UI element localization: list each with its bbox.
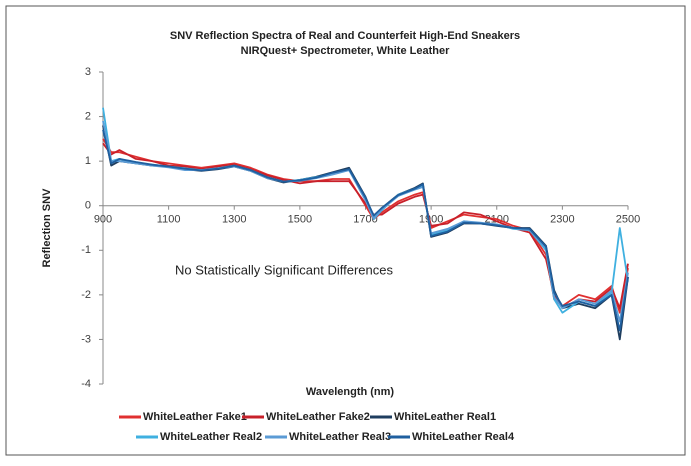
series-line	[102, 129, 629, 332]
x-tick-label: 2300	[550, 214, 574, 226]
x-tick-label: 2500	[616, 214, 640, 226]
chart-subtitle: NIRQuest+ Spectrometer, White Leather	[241, 45, 450, 57]
frame	[5, 5, 686, 456]
x-tick-label: 1500	[288, 214, 312, 226]
y-axis-title: Reflection SNV	[41, 188, 53, 268]
x-tick-label: 900	[94, 214, 112, 226]
chart-title: SNV Reflection Spectra of Real and Count…	[170, 30, 520, 42]
y-tick-label: -4	[81, 378, 91, 390]
x-tick-label: 1900	[419, 214, 443, 226]
annotation: No Statistically Significant Differences	[175, 262, 393, 277]
y-tick-label: -2	[81, 289, 91, 301]
x-axis-title: Wavelength (nm)	[306, 386, 395, 398]
y-tick-label: 3	[85, 66, 91, 78]
y-tick-label: -1	[81, 244, 91, 256]
legend-label: WhiteLeather Fake2	[266, 411, 370, 423]
y-tick-label: 1	[85, 155, 91, 167]
x-tick-label: 1300	[222, 214, 246, 226]
x-tick-label: 1100	[157, 214, 181, 226]
legend-label: WhiteLeather Real2	[160, 431, 262, 443]
legend-label: WhiteLeather Real1	[394, 411, 496, 423]
legend-label: WhiteLeather Real3	[289, 431, 391, 443]
legend-label: WhiteLeather Real4	[412, 431, 515, 443]
y-tick-label: 2	[85, 110, 91, 122]
legend-label: WhiteLeather Fake1	[143, 411, 247, 423]
y-tick-label: 0	[85, 200, 91, 212]
y-tick-label: -3	[81, 333, 91, 345]
